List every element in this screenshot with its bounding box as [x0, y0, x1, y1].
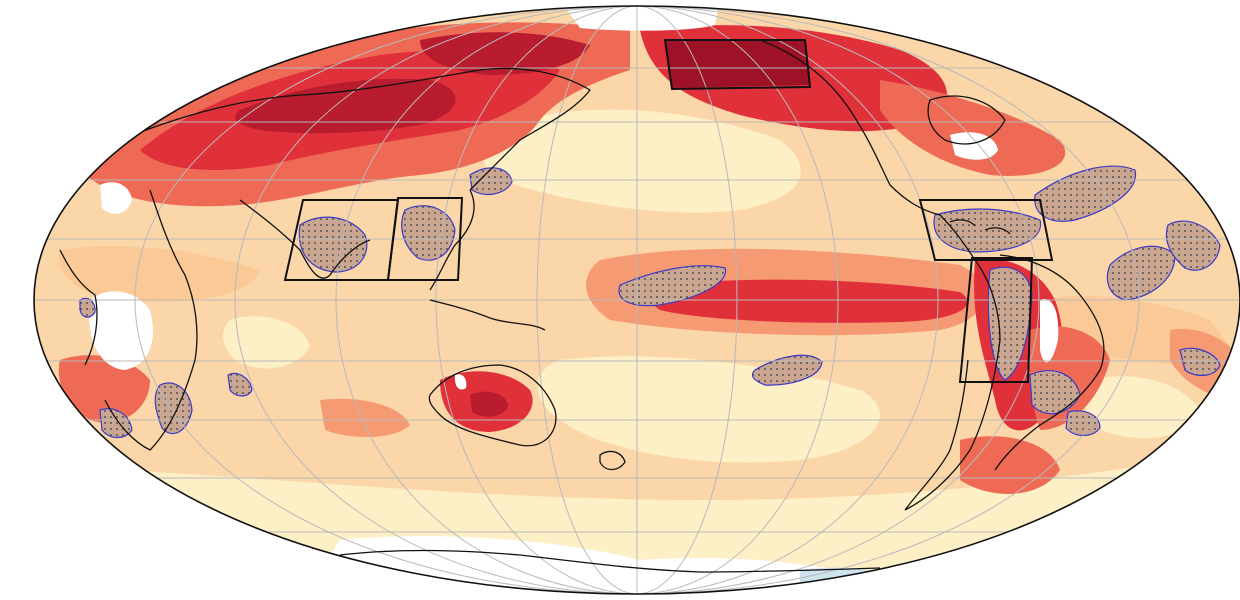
pale-band-north-pacific	[482, 109, 801, 213]
missing-sahara	[100, 182, 132, 214]
coast-india	[239, 199, 371, 279]
stipple-regions	[79, 165, 1221, 439]
stipple-south-atlantic	[1065, 410, 1101, 437]
stipple-madagascar	[227, 372, 253, 397]
africa-west-warming	[58, 355, 150, 423]
missing-africa	[89, 291, 153, 370]
coast-australia	[428, 364, 557, 447]
stipple-south-pacific	[751, 354, 823, 386]
north-america-warming	[880, 80, 1066, 176]
stipple-arabia	[79, 297, 96, 318]
box-north-pacific-arctic	[663, 39, 812, 91]
coast-maritime	[429, 299, 546, 331]
box-southeast-asia	[386, 197, 464, 281]
stipple-west-atlantic-south	[1179, 347, 1221, 376]
coast-antarctica	[339, 549, 881, 573]
stipple-south-asia	[298, 216, 368, 273]
stipple-south-america	[987, 266, 1033, 381]
siberia-deep	[420, 32, 590, 75]
missing-andes	[1040, 299, 1059, 363]
stipple-southwest-indian	[99, 408, 133, 439]
coast-east-asia	[429, 189, 475, 291]
box-caribbean	[918, 199, 1054, 261]
coast-nz	[599, 450, 626, 471]
indian-ocean-warming	[320, 398, 410, 437]
equatorial-pacific-hot	[649, 279, 968, 323]
missing-australia	[454, 374, 467, 390]
coast-south-america-east	[994, 254, 1105, 471]
cool-patch-antarctic	[800, 567, 900, 594]
stipple-southeast-asia	[401, 205, 456, 261]
coast-caribbean-islands	[949, 219, 1011, 235]
missing-arctic	[560, 6, 720, 31]
pale-patch-indian	[223, 316, 310, 369]
stipple-central-pacific	[618, 265, 727, 307]
globe-outline	[33, 5, 1240, 595]
stipple-africa-west	[1165, 220, 1221, 271]
coast-eurasia	[119, 67, 591, 191]
coast-arabia-africa	[104, 189, 198, 451]
coast-africa-west	[59, 249, 98, 366]
stipple-east-asia	[469, 167, 513, 196]
coast-central-america	[939, 214, 976, 261]
coast-south-america	[904, 259, 1001, 511]
pale-patch-atlantic-south	[1083, 376, 1200, 439]
coast-greenland	[927, 95, 1006, 145]
graticule	[34, 6, 1240, 594]
eurasia-north-deep	[235, 78, 456, 134]
australia-deep	[470, 391, 508, 417]
light-band-north-indian	[59, 246, 261, 302]
arctic-dark-warming	[665, 40, 810, 88]
boxed-regions	[283, 39, 1054, 383]
stipple-atlantic-eq	[1106, 245, 1176, 301]
box-south-america-west	[958, 257, 1034, 383]
